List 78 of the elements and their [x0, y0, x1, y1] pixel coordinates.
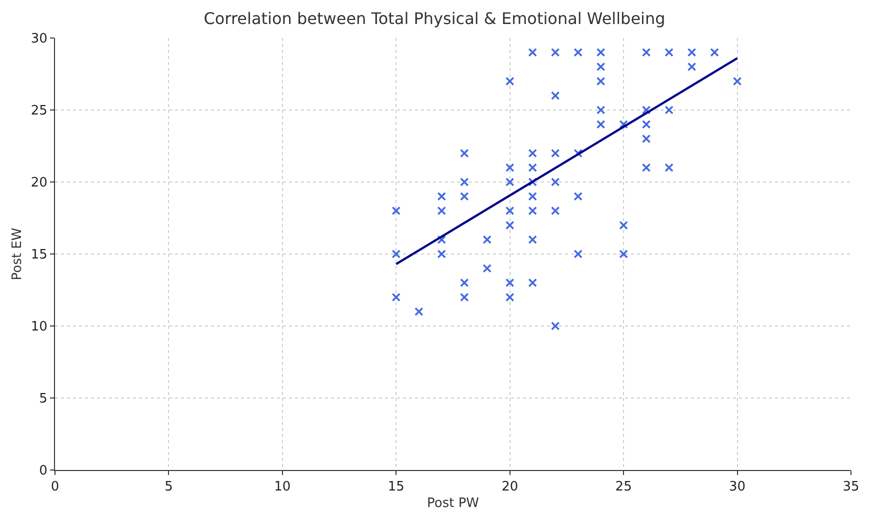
point: [642, 120, 651, 129]
y-tick-label: 5: [39, 392, 48, 407]
x-tick-label: 35: [842, 480, 860, 495]
point: [528, 148, 537, 158]
point: [437, 192, 446, 201]
point: [687, 48, 696, 57]
point: [482, 235, 492, 244]
y-tick-label: 0: [39, 464, 48, 479]
point: [642, 106, 651, 114]
x-tick-label: 25: [615, 480, 632, 495]
point: [550, 48, 560, 57]
point: [392, 292, 401, 302]
point: [550, 322, 560, 330]
point: [596, 62, 606, 72]
point: [574, 250, 582, 258]
point: [596, 106, 606, 114]
point: [460, 292, 469, 302]
point: [392, 250, 401, 258]
point: [619, 120, 628, 129]
point: [437, 235, 446, 244]
point: [642, 134, 651, 144]
y-axis-title: Post EW: [10, 228, 25, 280]
point: [596, 76, 606, 86]
point: [528, 178, 537, 186]
point: [550, 178, 560, 186]
point: [505, 178, 514, 186]
point: [460, 178, 469, 186]
x-axis-title: Post PW: [426, 496, 480, 512]
chart-title: Correlation between Total Physical & Emotional Wellbeing: [204, 9, 666, 28]
point: [642, 163, 651, 172]
point: [550, 206, 560, 216]
x-tick-label: 5: [164, 480, 173, 495]
x-tick-label: 30: [729, 480, 746, 495]
point: [505, 220, 514, 230]
point: [574, 148, 582, 158]
point: [437, 250, 446, 258]
x-tick-label: 0: [50, 480, 60, 495]
point: [505, 76, 514, 86]
point: [414, 307, 424, 316]
point: [505, 278, 514, 288]
point: [642, 48, 651, 57]
point: [460, 192, 469, 201]
point: [528, 48, 537, 57]
x-tick-label: 20: [502, 480, 518, 495]
point: [710, 48, 719, 57]
y-tick-label: 15: [30, 248, 48, 263]
point: [528, 235, 537, 244]
point: [437, 206, 446, 216]
point: [392, 206, 401, 216]
point: [550, 91, 560, 100]
point: [687, 62, 696, 72]
point: [528, 278, 537, 288]
y-tick-label: 30: [30, 32, 48, 47]
point: [619, 250, 628, 258]
point: [596, 120, 606, 129]
x-tick-label: 15: [388, 480, 404, 495]
y-tick-label: 25: [30, 104, 48, 119]
point: [460, 148, 469, 158]
point: [528, 192, 537, 201]
y-tick-label: 20: [30, 176, 48, 191]
point: [482, 264, 492, 273]
point: [596, 48, 606, 57]
point: [574, 192, 582, 201]
point: [664, 106, 674, 114]
y-tick-label: 10: [30, 320, 48, 335]
point: [505, 292, 514, 302]
point: [664, 48, 674, 57]
point: [732, 76, 742, 86]
point: [505, 206, 514, 216]
point: [460, 278, 469, 288]
point: [505, 163, 514, 172]
point: [664, 163, 674, 172]
point: [574, 48, 582, 57]
point: [619, 220, 628, 230]
point: [550, 148, 560, 158]
x-tick-label: 10: [274, 480, 291, 495]
point: [528, 163, 537, 172]
point: [528, 206, 537, 216]
